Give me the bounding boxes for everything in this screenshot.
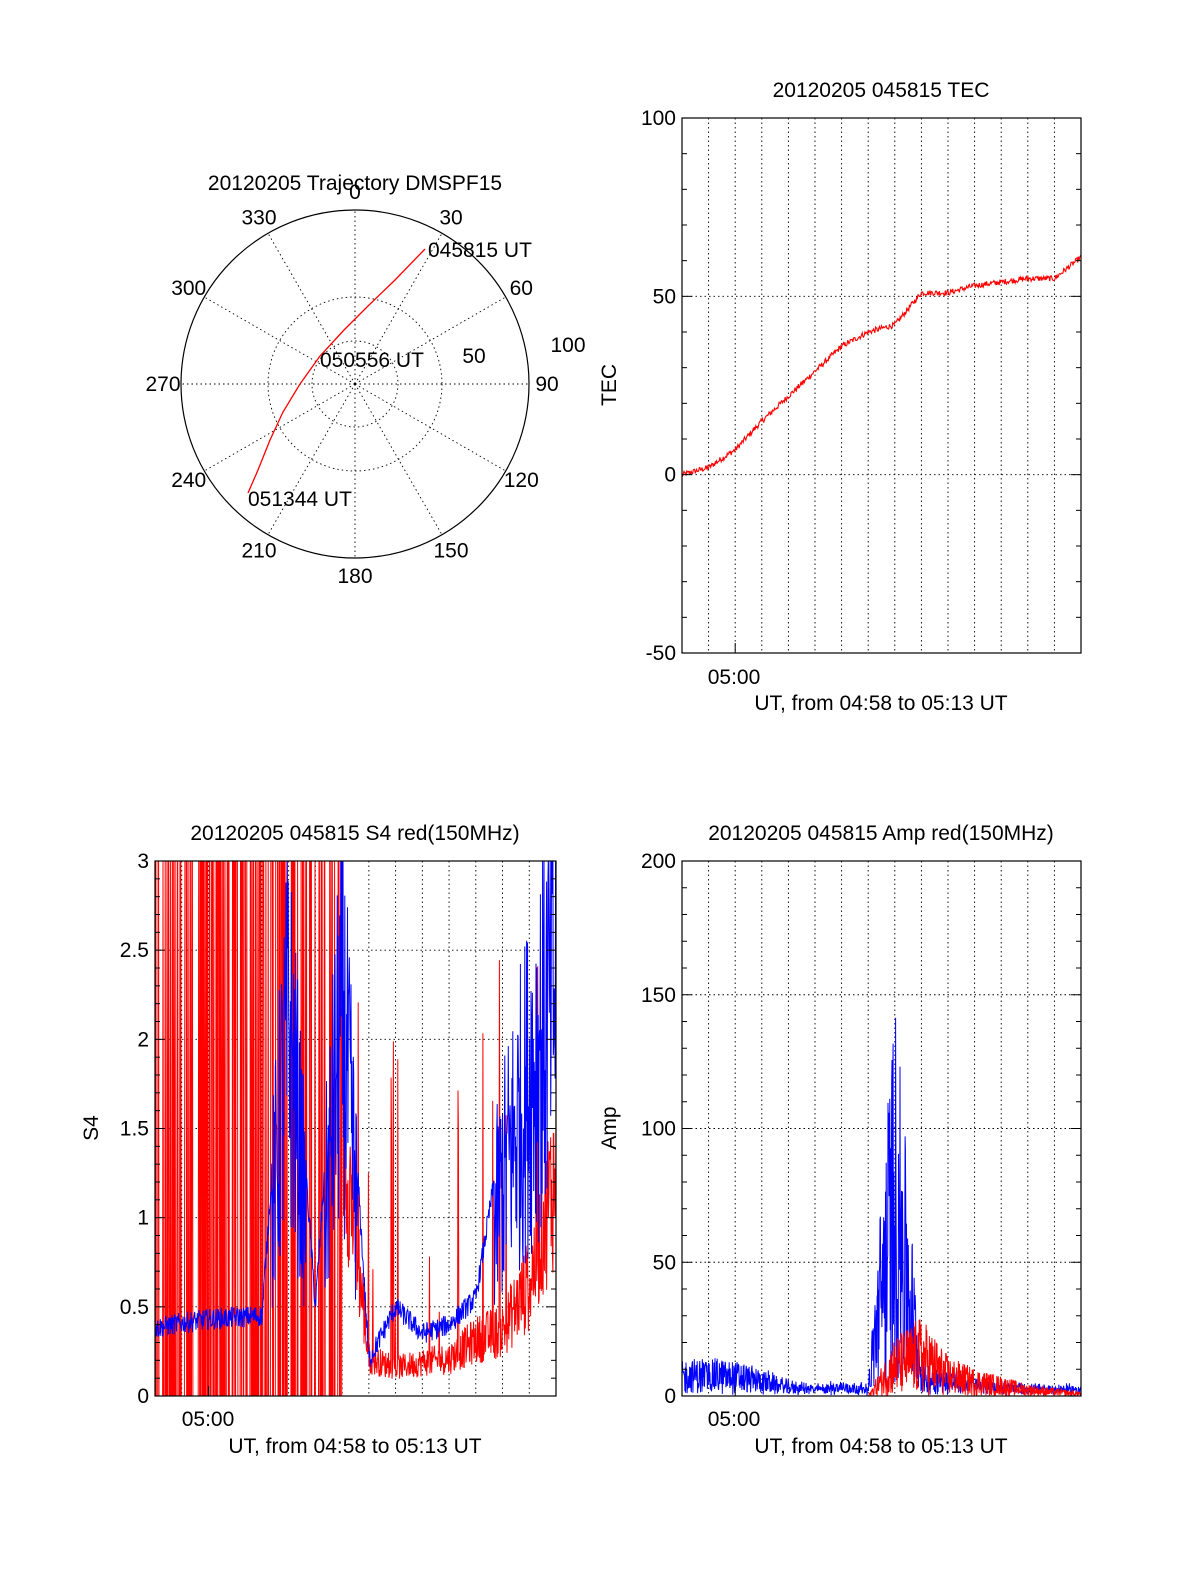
amp-title: 20120205 045815 Amp red(150MHz) [708,822,1054,845]
amp-y-axis-label: Amp [598,1106,621,1149]
polar-azimuth-labels: 0 30 60 90 120 150 180 210 240 270 300 330 [145,181,558,588]
s4-series [155,861,556,1396]
azimuth-label-60: 60 [510,277,533,300]
tec-grid [682,118,1081,653]
amp-panel: 20120205 045815 Amp red(150MHz) 0 50 100 15… [598,822,1082,1458]
tec-line [681,254,1082,478]
tec-frame [681,117,1082,654]
s4-panel: 20120205 045815 S4 red(150MHz) 0 0.5 1 1.5 2… [80,822,557,1458]
trajectory-panel: 20120205 Trajectory DMSPF15 0 30 60 90 120 15… [145,172,585,588]
tec-ytick-label-2: 50 [653,285,676,308]
tec-x-axis-label: UT, from 04:58 to 05:13 UT [754,692,1007,715]
s4-ytick-label-3: 1.5 [120,1118,149,1141]
s4-ytick-label-2: 1 [137,1207,149,1230]
azimuth-label-30: 30 [439,207,462,230]
amp-y-tick-labels: 0 50 100 150 200 [641,850,676,1408]
tec-series [681,254,1082,478]
polar-spoke-210 [267,383,356,535]
polar-spoke-300 [204,296,356,385]
s4-y-axis-label: S4 [80,1115,103,1141]
amp-ytick-label-1: 50 [653,1251,676,1274]
polar-ring-1 [267,296,443,472]
tec-panel: 20120205 045815 TEC -50 0 50 100 05:00 UT, … [598,79,1082,715]
radial-label-50: 50 [462,345,485,368]
azimuth-label-270: 270 [145,373,180,396]
tec-y-tick-labels: -50 0 50 100 [641,107,676,665]
amp-x-tick-label: 05:00 [708,1408,761,1431]
polar-ring-0 [311,340,399,428]
s4-title: 20120205 045815 S4 red(150MHz) [190,822,519,845]
tec-ytick-label-1: 0 [664,464,676,487]
s4-ytick-label-5: 2.5 [120,939,149,962]
s4-x-axis-label: UT, from 04:58 to 05:13 UT [228,1435,481,1458]
polar-grid [181,210,529,558]
trajectory-line [247,248,426,494]
amp-ytick-label-4: 200 [641,850,676,873]
amp-series [682,1017,1081,1396]
s4-x-tick-label: 05:00 [182,1408,235,1431]
tec-title: 20120205 045815 TEC [773,79,990,102]
azimuth-label-150: 150 [433,539,468,562]
s4-ytick-label-6: 3 [137,850,149,873]
azimuth-label-210: 210 [241,539,276,562]
amp-line-red [682,1319,1081,1396]
amp-ticks [682,860,1081,1397]
s4-ytick-label-0: 0 [137,1385,149,1408]
polar-spoke-240 [204,383,356,472]
annotation-start: 045815 UT [428,239,532,262]
s4-ytick-label-4: 2 [137,1028,149,1051]
azimuth-label-0: 0 [349,181,361,204]
amp-ytick-label-0: 0 [664,1385,676,1408]
amp-x-axis-label: UT, from 04:58 to 05:13 UT [754,1435,1007,1458]
s4-ytick-label-1: 0.5 [120,1296,149,1319]
s4-ticks [155,860,556,1397]
azimuth-label-120: 120 [504,469,539,492]
azimuth-label-90: 90 [535,373,558,396]
azimuth-label-240: 240 [171,469,206,492]
amp-ytick-label-2: 100 [641,1118,676,1141]
tec-y-axis-label: TEC [598,364,621,406]
trajectory-title: 20120205 Trajectory DMSPF15 [208,172,502,195]
polar-spoke-330 [267,233,356,385]
s4-line-blue [155,861,556,1368]
amp-ytick-label-3: 150 [641,984,676,1007]
annotation-mid: 050556 UT [320,349,424,372]
tec-x-tick-label: 05:00 [708,666,761,689]
annotation-end: 051344 UT [248,488,352,511]
tec-ticks [682,117,1081,654]
s4-y-tick-labels: 0 0.5 1 1.5 2 2.5 3 [120,850,149,1408]
azimuth-label-180: 180 [337,565,372,588]
azimuth-label-300: 300 [171,277,206,300]
polar-outer-circle [180,209,530,559]
azimuth-label-330: 330 [241,207,276,230]
radial-label-100: 100 [550,334,585,357]
amp-line-blue [682,1017,1081,1396]
tec-ytick-label-3: 100 [641,107,676,130]
tec-ytick-label-0: -50 [646,642,676,665]
